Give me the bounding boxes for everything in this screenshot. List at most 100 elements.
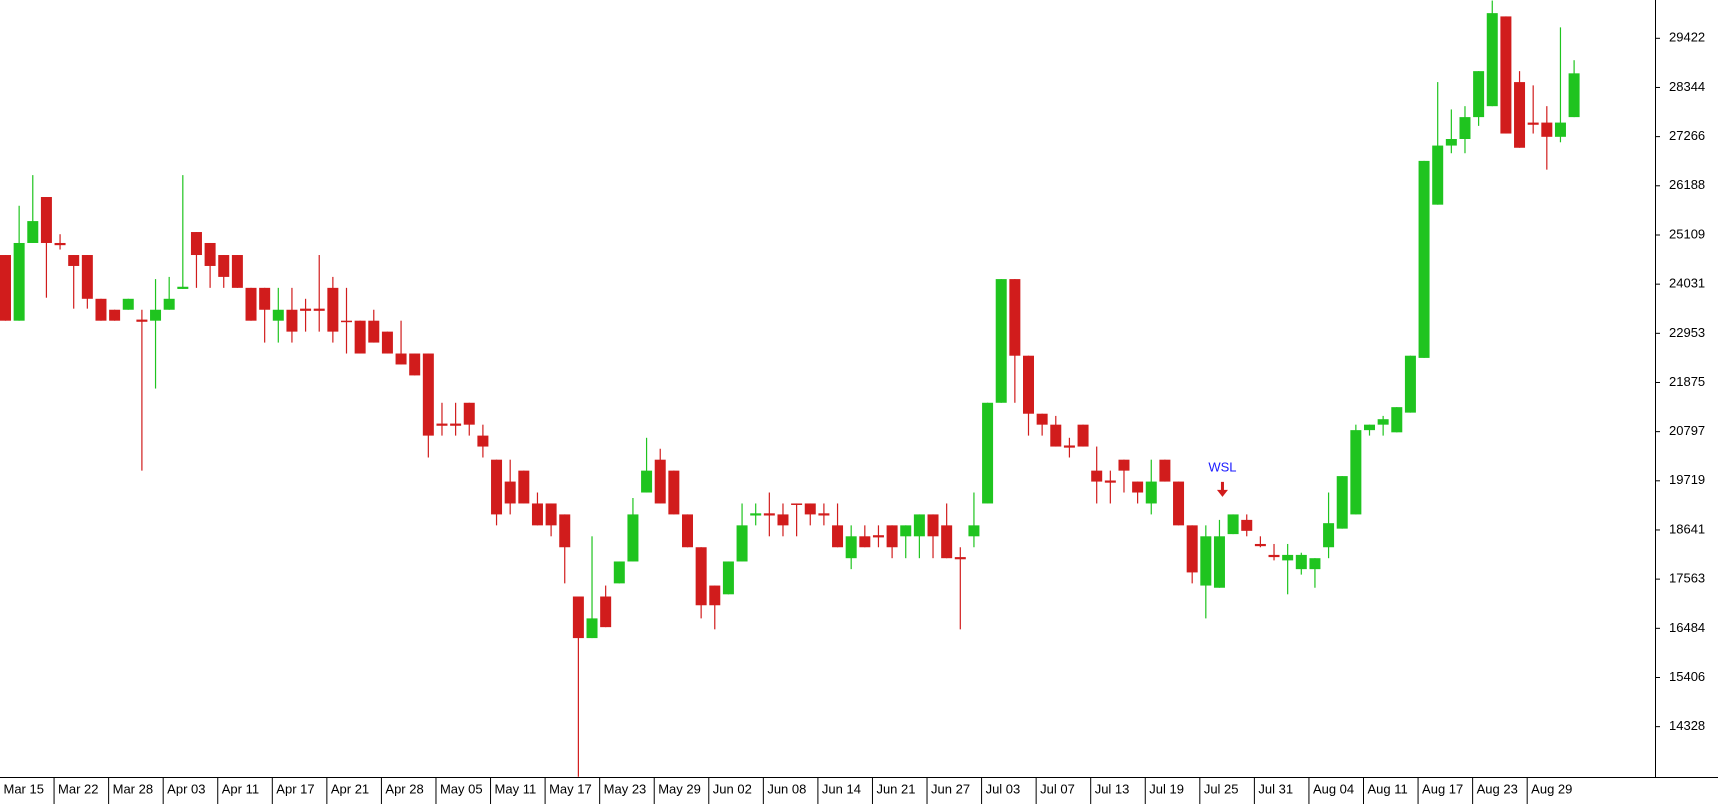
candle-body (1132, 481, 1144, 493)
candle-body (422, 353, 434, 436)
y-tick-label: 25109 (1669, 226, 1705, 241)
x-tick-label: Jul 03 (986, 781, 1021, 796)
x-tick-label: Jun 08 (767, 781, 806, 796)
candle-body (13, 242, 25, 321)
candle-body (968, 525, 980, 537)
y-tick-label: 14328 (1669, 718, 1705, 733)
candle-body (1254, 543, 1266, 547)
x-tick-label: Apr 17 (276, 781, 314, 796)
candle-body (1186, 525, 1198, 573)
candle-body (54, 242, 66, 246)
candle-body (682, 514, 693, 548)
candle-body (150, 309, 162, 321)
y-tick-label: 26188 (1669, 177, 1705, 192)
x-tick-label: Aug 23 (1477, 781, 1518, 796)
candle-body (559, 514, 571, 548)
candle-body (1173, 481, 1185, 526)
candle-body (613, 561, 625, 584)
candle-body (136, 319, 148, 322)
candle-body (1023, 355, 1034, 414)
x-tick-label: Jun 27 (931, 781, 970, 796)
x-tick-label: May 05 (440, 781, 483, 796)
candle-body (491, 459, 503, 515)
candle-body (1541, 122, 1553, 137)
x-tick-label: Mar 22 (58, 781, 98, 796)
candle-body (245, 287, 257, 321)
candle-body (381, 331, 393, 354)
candle-body (1295, 554, 1307, 570)
candle-body (600, 596, 612, 628)
x-tick-label: Aug 29 (1531, 781, 1572, 796)
candle-body (777, 514, 789, 526)
candle-body (1104, 480, 1116, 483)
y-tick-label: 21875 (1669, 374, 1705, 389)
candle-body (1473, 71, 1485, 118)
candle-body (327, 287, 339, 332)
candle-body (40, 197, 52, 243)
candle-body (300, 308, 312, 311)
candle-body (750, 513, 762, 516)
x-tick-label: Apr 03 (167, 781, 205, 796)
candle-body (1200, 536, 1212, 586)
x-tick-label: May 23 (604, 781, 647, 796)
x-tick-label: Jul 31 (1258, 781, 1293, 796)
candle-body (531, 503, 543, 526)
annotation-arrow (1216, 481, 1228, 497)
candle-body (736, 525, 748, 562)
x-tick-label: Apr 21 (331, 781, 369, 796)
x-tick-label: May 11 (495, 781, 537, 796)
x-tick-label: Jul 07 (1040, 781, 1075, 796)
x-tick-label: Jun 14 (822, 781, 861, 796)
x-tick-label: Jul 13 (1095, 781, 1130, 796)
y-tick-label: 16484 (1669, 620, 1705, 635)
candle-body (641, 470, 653, 493)
candle-body (709, 585, 721, 606)
x-tick-label: Aug 17 (1422, 781, 1463, 796)
x-tick-label: Jun 21 (876, 781, 915, 796)
candle-body (477, 435, 489, 447)
y-tick-label: 17563 (1669, 571, 1705, 586)
candle-body (941, 525, 953, 559)
candle-body (872, 535, 884, 538)
x-tick-label: May 29 (658, 781, 701, 796)
candle-body (259, 287, 271, 310)
candle-body (954, 557, 966, 560)
candle-body (1063, 445, 1075, 448)
candle-body (804, 503, 816, 515)
y-tick-label: 18641 (1669, 521, 1705, 536)
candle-body (463, 402, 475, 425)
candle-body (1118, 459, 1130, 471)
candle-body (1159, 459, 1171, 482)
candle-body (1404, 355, 1416, 413)
x-tick-label: May 17 (549, 781, 592, 796)
candle-body (1077, 424, 1089, 447)
candle-body (1336, 476, 1348, 529)
candle-body (1391, 407, 1403, 433)
y-tick-label: 27266 (1669, 128, 1705, 143)
candle-body (913, 514, 925, 537)
y-tick-label: 19719 (1669, 472, 1705, 487)
candle-body (845, 536, 857, 559)
candle-body (1309, 558, 1321, 570)
x-tick-label: Jul 25 (1204, 781, 1239, 796)
candle-body (545, 503, 557, 526)
candle-body (218, 255, 230, 277)
candle-body (1036, 413, 1048, 425)
candle-body (436, 423, 448, 426)
candle-body (859, 536, 871, 548)
candle-body (27, 221, 39, 243)
candle-body (395, 353, 407, 365)
candle-body (0, 255, 11, 321)
candle-body (791, 503, 803, 505)
x-tick-label: Apr 28 (385, 781, 423, 796)
candle-body (190, 232, 202, 256)
candle-body (886, 525, 898, 548)
candle-body (231, 255, 243, 288)
candle-body (122, 298, 134, 310)
candle-body (1445, 139, 1457, 146)
candle-body (1364, 424, 1375, 431)
candle-body (1432, 145, 1444, 205)
candle-body (1554, 122, 1566, 137)
candle-body (1514, 82, 1526, 148)
